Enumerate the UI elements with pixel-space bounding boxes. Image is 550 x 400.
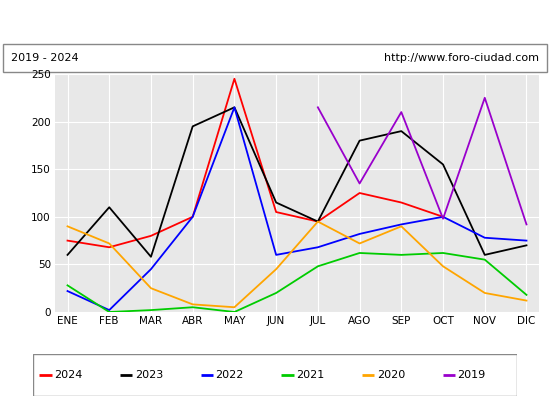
Text: 2022: 2022 [215, 370, 244, 380]
Text: 2019: 2019 [457, 370, 486, 380]
Text: 2021: 2021 [296, 370, 324, 380]
Text: http://www.foro-ciudad.com: http://www.foro-ciudad.com [384, 53, 539, 63]
Text: Evolucion Nº Turistas Extranjeros en el municipio de Guadalupe: Evolucion Nº Turistas Extranjeros en el … [63, 14, 487, 28]
Text: 2020: 2020 [377, 370, 405, 380]
FancyBboxPatch shape [33, 354, 517, 396]
FancyBboxPatch shape [3, 44, 547, 72]
Text: 2019 - 2024: 2019 - 2024 [11, 53, 79, 63]
Text: 2023: 2023 [135, 370, 163, 380]
Text: 2024: 2024 [54, 370, 82, 380]
